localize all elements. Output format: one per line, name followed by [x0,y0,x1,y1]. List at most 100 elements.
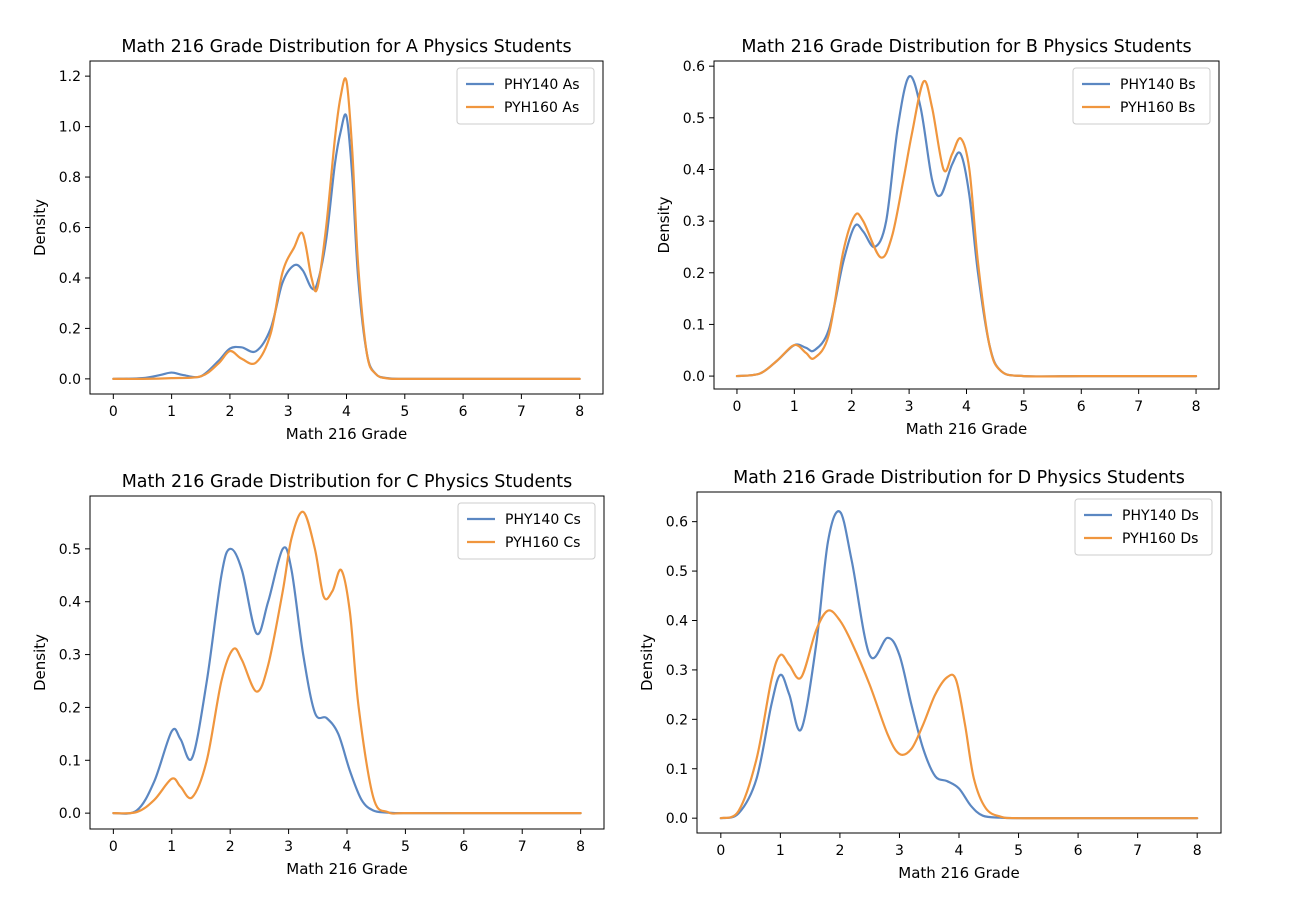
chart-panel-3: 0 1 2 3 4 5 6 7 8 0.0 0.1 0.2 0.3 0.4 0.5 Math 216 Grad… [31,472,605,878]
y-tick-label: 0.5 [59,542,81,558]
x-tick-label: 7 [518,839,527,855]
x-tick-label: 8 [1192,399,1201,415]
x-axis-label: Math 216 Grade [898,864,1019,882]
x-tick-label: 0 [732,399,741,415]
y-axis-label: Density [638,634,656,691]
y-tick-label: 0.6 [59,221,81,237]
legend-label-pyh160-as: PYH160 As [504,100,579,116]
y-tick-label: 0.6 [683,59,705,75]
series-line-phy140-cs [112,546,582,815]
x-tick-label: 5 [1019,399,1028,415]
series-line-pyh160-ds [719,609,1199,820]
legend: PHY140 As PYH160 As [456,67,595,125]
plot-lines [719,510,1199,820]
x-tick-label: 2 [847,399,856,415]
legend-box [456,67,595,125]
legend-box [1072,67,1211,125]
x-tick-label: 4 [955,843,964,859]
x-tick-label: 3 [895,843,904,859]
x-tick-label: 5 [1014,843,1023,859]
y-tick-label: 0.5 [666,564,688,580]
x-tick-label: 4 [962,399,971,415]
legend-label-pyh160-cs: PYH160 Cs [505,535,580,551]
y-tick-label: 1.2 [59,69,81,85]
x-axis-label: Math 216 Grade [906,420,1027,438]
chart-title: Math 216 Grade Distribution for B Physic… [741,37,1191,57]
y-tick-label: 0.3 [683,214,705,230]
y-tick-label: 0.4 [666,613,688,629]
legend: PHY140 Ds PYH160 Ds [1074,498,1213,556]
y-axis-label: Density [31,634,49,691]
y-axis-label: Density [31,199,49,256]
y-tick-label: 0.4 [59,271,81,287]
legend: PHY140 Bs PYH160 Bs [1072,67,1211,125]
y-tick-label: 0.2 [59,321,81,337]
x-tick-label: 3 [284,839,293,855]
legend-label-phy140-ds: PHY140 Ds [1122,508,1199,524]
x-tick-label: 7 [517,404,526,420]
y-tick-label: 0.0 [59,372,81,388]
x-tick-label: 3 [905,399,914,415]
chart-title: Math 216 Grade Distribution for D Physic… [733,468,1185,488]
x-tick-label: 2 [835,843,844,859]
y-tick-label: 0.0 [666,811,688,827]
y-tick-label: 0.1 [59,753,81,769]
x-tick-label: 7 [1133,843,1142,859]
y-tick-label: 0.8 [59,170,81,186]
y-axis-label: Density [655,196,673,253]
y-tick-label: 0.5 [683,111,705,127]
series-line-pyh160-bs [735,79,1198,378]
y-tick-label: 0.3 [59,648,81,664]
x-axis-label: Math 216 Grade [286,425,407,443]
x-tick-label: 0 [109,839,118,855]
legend-label-phy140-cs: PHY140 Cs [505,512,581,528]
x-tick-label: 1 [167,404,176,420]
x-tick-label: 5 [400,404,409,420]
x-tick-label: 5 [401,839,410,855]
x-tick-label: 0 [109,404,118,420]
x-tick-label: 3 [284,404,293,420]
x-tick-label: 6 [1074,843,1083,859]
plot-lines [735,75,1198,378]
series-line-pyh160-cs [112,510,582,815]
y-tick-label: 0.2 [59,700,81,716]
y-tick-label: 0.2 [683,266,705,282]
y-tick-label: 0.1 [683,317,705,333]
plot-lines [112,77,581,381]
series-line-phy140-as [112,113,581,381]
y-tick-label: 0.2 [666,712,688,728]
y-tick-label: 0.4 [59,595,81,611]
x-tick-label: 1 [167,839,176,855]
chart-panel-2: 0 1 2 3 4 5 6 7 8 0.0 0.1 0.2 0.3 0.4 0.5 0.6 Math 216 G… [655,37,1220,438]
x-tick-label: 7 [1134,399,1143,415]
x-tick-label: 2 [225,404,234,420]
legend-box [1074,498,1213,556]
y-tick-label: 0.6 [666,515,688,531]
chart-title: Math 216 Grade Distribution for A Physic… [121,37,571,57]
x-tick-label: 1 [776,843,785,859]
legend-label-pyh160-bs: PYH160 Bs [1120,100,1195,116]
x-tick-label: 6 [1077,399,1086,415]
x-tick-label: 2 [226,839,235,855]
x-tick-label: 6 [459,839,468,855]
legend-label-phy140-as: PHY140 As [504,77,580,93]
y-tick-label: 1.0 [59,120,81,136]
x-tick-label: 0 [716,843,725,859]
legend: PHY140 Cs PYH160 Cs [457,502,596,560]
x-tick-label: 8 [575,404,584,420]
x-tick-label: 1 [790,399,799,415]
chart-panel-1: 0 1 2 3 4 5 6 7 8 0.0 0.2 0.4 0.6 0.8 1.0 1.2 Math 216 G… [31,37,604,443]
legend-label-pyh160-ds: PYH160 Ds [1122,531,1198,547]
chart-panel-4: 0 1 2 3 4 5 6 7 8 0.0 0.1 0.2 0.3 0.4 0.5 0.6 Math 216 G… [638,468,1222,882]
series-line-phy140-ds [719,510,1199,820]
y-tick-label: 0.1 [666,762,688,778]
series-line-pyh160-as [112,77,581,381]
legend-label-phy140-bs: PHY140 Bs [1120,77,1196,93]
legend-box [457,502,596,560]
y-tick-label: 0.3 [666,663,688,679]
y-tick-label: 0.4 [683,162,705,178]
x-tick-label: 4 [342,404,351,420]
x-tick-label: 8 [1193,843,1202,859]
x-tick-label: 4 [343,839,352,855]
